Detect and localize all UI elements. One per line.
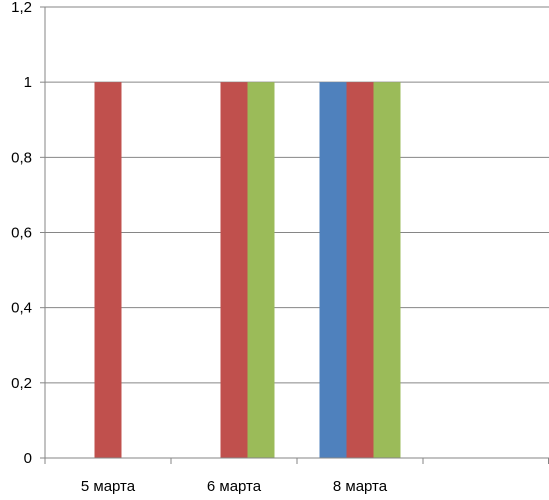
y-tick-label: 1,2 xyxy=(11,0,32,16)
axes xyxy=(40,6,549,464)
x-tick-labels: 5 марта 6 марта 8 марта xyxy=(81,478,388,495)
y-tick-labels: 0 0,2 0,4 0,6 0,8 1 1,2 xyxy=(11,0,32,467)
bar xyxy=(346,82,374,459)
y-tick-label: 0,8 xyxy=(11,149,32,166)
x-tick-label: 8 марта xyxy=(333,478,388,495)
bar xyxy=(220,82,248,459)
x-tick-label: 5 марта xyxy=(81,478,136,495)
bar xyxy=(94,82,122,459)
y-tick-label: 0 xyxy=(24,450,32,467)
y-tick-label: 0,4 xyxy=(11,300,32,317)
x-tick-label: 6 марта xyxy=(207,478,262,495)
bar xyxy=(247,82,275,459)
bar xyxy=(319,82,347,459)
bars xyxy=(94,82,401,459)
y-tick-label: 0,6 xyxy=(11,225,32,242)
grid-lines xyxy=(45,6,549,384)
y-tick-label: 0,2 xyxy=(11,375,32,392)
y-tick-label: 1 xyxy=(24,74,32,91)
bar xyxy=(373,82,401,459)
